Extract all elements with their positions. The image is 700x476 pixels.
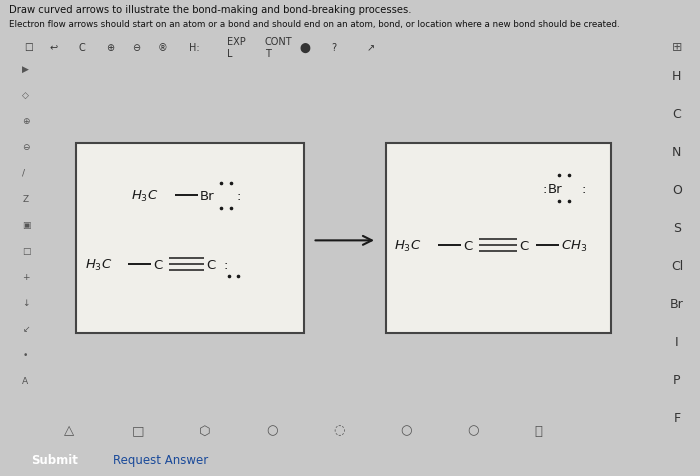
Text: :: : [236, 189, 240, 202]
Text: Request Answer: Request Answer [113, 453, 209, 466]
Text: Br: Br [199, 189, 214, 202]
Text: ⊞: ⊞ [672, 41, 682, 54]
Text: C: C [519, 239, 528, 252]
Text: ○: ○ [400, 424, 412, 436]
Text: :: : [224, 258, 228, 271]
Text: ▶: ▶ [22, 65, 29, 73]
Text: ⛰: ⛰ [535, 424, 542, 436]
Text: EXP
L: EXP L [227, 37, 246, 59]
Text: ⬤: ⬤ [300, 43, 311, 53]
Text: A: A [22, 377, 29, 385]
Text: S: S [673, 221, 681, 235]
Text: Draw curved arrows to illustrate the bond-making and bond-breaking processes.: Draw curved arrows to illustrate the bon… [9, 5, 412, 15]
Text: □: □ [132, 424, 144, 436]
Bar [76, 144, 304, 333]
Text: $H_3C$: $H_3C$ [394, 238, 422, 253]
Text: ?: ? [331, 43, 337, 53]
Text: ⬡: ⬡ [199, 424, 210, 436]
Text: Br: Br [670, 298, 684, 310]
Text: ▣: ▣ [22, 220, 31, 229]
Text: :: : [542, 182, 547, 195]
Text: Cl: Cl [671, 259, 683, 272]
Text: ◇: ◇ [22, 90, 29, 99]
Text: ○: ○ [266, 424, 277, 436]
Text: $CH_3$: $CH_3$ [561, 238, 587, 253]
Text: +: + [22, 272, 30, 281]
Text: C: C [463, 239, 472, 252]
Text: H: H [672, 70, 682, 83]
Text: P: P [673, 373, 680, 386]
Text: Z: Z [22, 194, 29, 203]
Text: :: : [582, 182, 586, 195]
Text: •: • [22, 350, 28, 359]
Text: C: C [673, 108, 681, 121]
Text: □: □ [22, 247, 31, 256]
Text: ☐: ☐ [25, 43, 33, 53]
Text: ↓: ↓ [22, 298, 30, 307]
Text: /: / [22, 169, 25, 178]
Text: Br: Br [547, 182, 562, 195]
Text: C: C [153, 258, 162, 271]
Text: $H_3C$: $H_3C$ [132, 188, 159, 203]
Text: ®: ® [158, 43, 167, 53]
Text: Submit: Submit [31, 453, 78, 466]
Text: ○: ○ [468, 424, 479, 436]
Text: ⊖: ⊖ [22, 142, 30, 151]
Text: ⊖: ⊖ [132, 43, 140, 53]
Text: ◌: ◌ [333, 424, 344, 436]
Text: ↩: ↩ [50, 43, 57, 53]
Text: C: C [206, 258, 216, 271]
Text: I: I [675, 335, 679, 348]
Text: △: △ [64, 424, 74, 436]
Text: ↙: ↙ [22, 324, 30, 333]
Text: ⊕: ⊕ [106, 43, 115, 53]
Bar [386, 144, 610, 333]
Text: $H_3C$: $H_3C$ [85, 257, 112, 272]
Text: N: N [672, 146, 682, 159]
Text: H:: H: [189, 43, 199, 53]
Text: Electron flow arrows should start on an atom or a bond and should end on an atom: Electron flow arrows should start on an … [9, 20, 620, 29]
Text: O: O [672, 184, 682, 197]
Text: CONT
T: CONT T [265, 37, 293, 59]
Text: C: C [78, 43, 85, 53]
Text: F: F [673, 411, 680, 424]
Text: ⊕: ⊕ [22, 117, 30, 126]
Text: ↗: ↗ [366, 43, 375, 53]
